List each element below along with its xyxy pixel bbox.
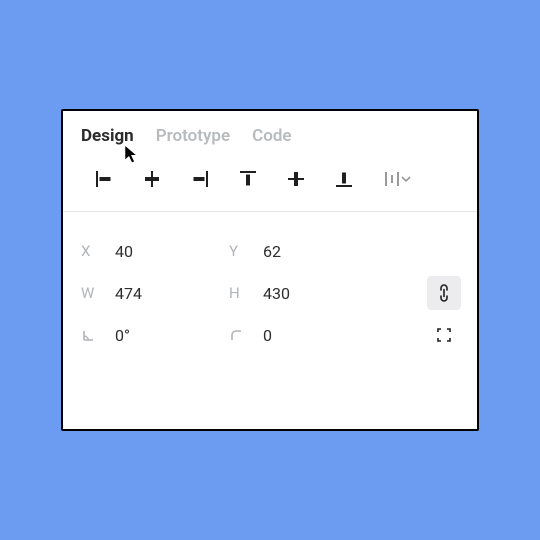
angle-icon — [81, 328, 96, 343]
alignment-toolbar — [63, 155, 477, 211]
panel-tabs: Design Prototype Code — [63, 111, 477, 155]
independent-corners-icon — [435, 326, 453, 344]
corner-radius-icon — [229, 328, 244, 343]
x-field[interactable]: X 40 — [81, 242, 229, 261]
rotation-radius-row: 0° 0 — [81, 314, 461, 356]
constrain-proportions-button[interactable] — [427, 276, 461, 310]
width-value: 474 — [115, 284, 142, 303]
height-value: 430 — [263, 284, 290, 303]
transform-properties: X 40 Y 62 W 474 H 430 — [63, 212, 477, 368]
y-value: 62 — [263, 242, 281, 261]
align-left-icon — [94, 169, 114, 189]
properties-panel: Design Prototype Code — [61, 109, 479, 431]
align-bottom-button[interactable] — [327, 165, 361, 193]
width-label: W — [81, 284, 101, 302]
align-right-icon — [190, 169, 210, 189]
distribute-dropdown-button[interactable] — [399, 172, 413, 186]
rotation-value: 0° — [115, 326, 130, 345]
height-field[interactable]: H 430 — [229, 284, 359, 303]
rotation-label — [81, 328, 101, 343]
align-top-button[interactable] — [231, 165, 265, 193]
tab-design[interactable]: Design — [81, 125, 134, 147]
width-field[interactable]: W 474 — [81, 284, 229, 303]
align-top-icon — [238, 169, 258, 189]
align-center-horizontal-button[interactable] — [135, 165, 169, 193]
tab-code[interactable]: Code — [252, 125, 291, 147]
align-bottom-icon — [334, 169, 354, 189]
align-left-button[interactable] — [87, 165, 121, 193]
position-row: X 40 Y 62 — [81, 230, 461, 272]
tab-prototype[interactable]: Prototype — [156, 125, 230, 147]
independent-corners-button[interactable] — [427, 318, 461, 352]
corner-radius-field[interactable]: 0 — [229, 326, 359, 345]
link-icon — [436, 283, 452, 303]
align-center-vertical-button[interactable] — [279, 165, 313, 193]
align-right-button[interactable] — [183, 165, 217, 193]
x-value: 40 — [115, 242, 133, 261]
size-row: W 474 H 430 — [81, 272, 461, 314]
corner-radius-label — [229, 328, 249, 343]
corner-radius-value: 0 — [263, 326, 272, 345]
page-background: Design Prototype Code — [0, 0, 540, 540]
x-label: X — [81, 242, 101, 260]
y-field[interactable]: Y 62 — [229, 242, 359, 261]
align-center-vertical-icon — [286, 169, 306, 189]
height-label: H — [229, 284, 249, 302]
rotation-field[interactable]: 0° — [81, 326, 229, 345]
y-label: Y — [229, 242, 249, 260]
align-center-horizontal-icon — [142, 169, 162, 189]
chevron-down-icon — [401, 174, 411, 184]
